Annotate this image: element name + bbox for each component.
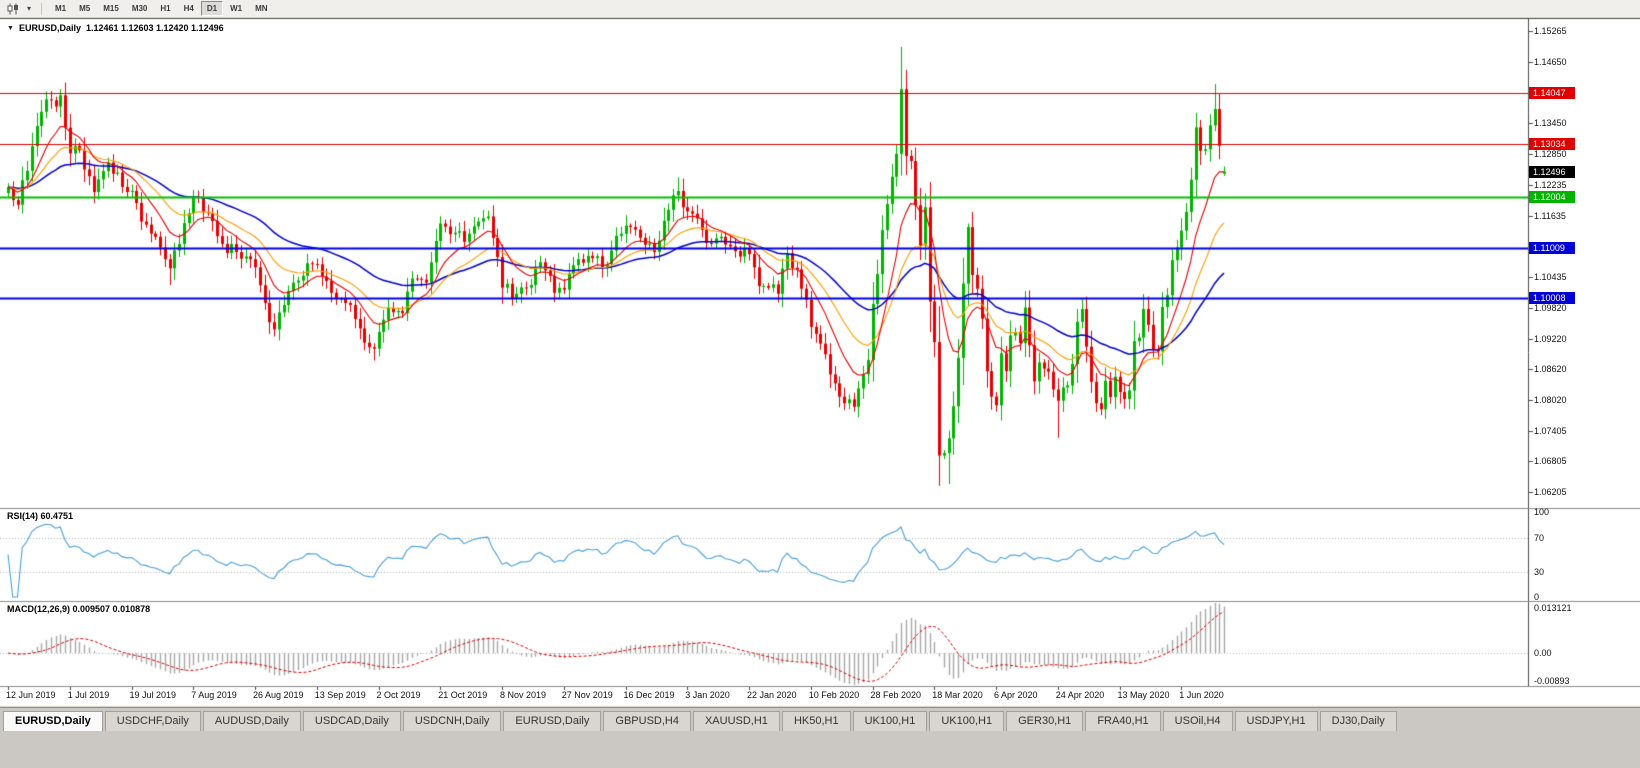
chart-tab-usdchf-daily[interactable]: USDCHF,Daily (104, 711, 201, 731)
date-label: 6 Apr 2020 (994, 690, 1038, 700)
price-tick-label: 1.14650 (1534, 57, 1567, 68)
timeframe-button-m1[interactable]: M1 (55, 4, 67, 13)
date-label: 3 Jan 2020 (685, 690, 730, 700)
timeframe-button-m15[interactable]: M15 (103, 4, 119, 13)
price-tick-label: 1.08020 (1534, 394, 1567, 405)
rsi-indicator-label: RSI(14) 60.4751 (7, 511, 74, 521)
date-label: 26 Aug 2019 (253, 690, 304, 700)
timeframe-group: M1 M5 M15 M30 H1 H4 D1 W1 MN (49, 1, 274, 16)
chart-tab-xauusd-h1[interactable]: XAUUSD,H1 (692, 711, 780, 731)
chart-symbol-label: EURUSD,Daily (18, 23, 81, 33)
price-badge: 1.12496 (1529, 165, 1575, 178)
price-tick-label: 1.09220 (1534, 333, 1567, 344)
chart-tab-audusd-daily[interactable]: AUDUSD,Daily (202, 711, 301, 731)
timeframe-button-mn[interactable]: MN (255, 4, 268, 13)
rsi-level-label: 30 (1534, 566, 1545, 577)
chart-tab-dj30-daily[interactable]: DJ30,Daily (1319, 711, 1397, 731)
chart-tab-fra40-h1[interactable]: FRA40,H1 (1085, 711, 1161, 731)
date-label: 27 Nov 2019 (561, 690, 613, 700)
date-label: 7 Aug 2019 (191, 690, 237, 700)
chart-tab-gbpusd-h4[interactable]: GBPUSD,H4 (603, 711, 691, 731)
chart-type-candlestick-icon[interactable] (4, 2, 22, 16)
price-tick-label: 1.06205 (1534, 486, 1567, 497)
chart-title: ▼ EURUSD,Daily 1.12461 1.12603 1.12420 1… (7, 23, 224, 33)
macd-scale-zero: 0.00 (1534, 648, 1552, 659)
macd-scale-min: -0.00893 (1534, 676, 1570, 686)
price-badge: 1.11009 (1529, 241, 1575, 254)
price-badge: 1.10008 (1529, 292, 1575, 305)
toolbar-separator (41, 2, 42, 15)
chart-tabbar: EURUSD,Daily USDCHF,Daily AUDUSD,Daily USDC… (0, 707, 1640, 768)
chart-tab-eurusd-daily[interactable]: EURUSD,Daily (3, 711, 103, 731)
price-tick-label: 1.06805 (1534, 456, 1567, 467)
date-label: 18 Mar 2020 (932, 690, 983, 700)
date-label: 13 May 2020 (1117, 690, 1170, 700)
timeframe-button-m30[interactable]: M30 (131, 4, 148, 13)
timeframe-button-d1[interactable]: D1 (200, 1, 224, 16)
chart-tab-usoil-h4[interactable]: USOil,H4 (1162, 711, 1233, 731)
rsi-level-label: 0 (1534, 592, 1540, 602)
chart-tab-usdcnh-daily[interactable]: USDCNH,Daily (402, 711, 502, 731)
chart-tab-eurusd-daily[interactable]: EURUSD,Daily (503, 711, 602, 731)
date-label: 1 Jun 2020 (1179, 690, 1224, 700)
date-label: 16 Dec 2019 (623, 690, 675, 700)
price-tick-label: 1.07405 (1534, 425, 1567, 436)
price-tick-label: 1.08620 (1534, 364, 1567, 375)
chart-tab-uk100-h1[interactable]: UK100,H1 (852, 711, 928, 731)
chart-tab-ger30-h1[interactable]: GER30,H1 (1006, 711, 1084, 731)
price-badge: 1.12004 (1529, 190, 1575, 203)
chart-tab-uk100-h1[interactable]: UK100,H1 (929, 711, 1005, 731)
chart-tab-usdcad-daily[interactable]: USDCAD,Daily (302, 711, 401, 731)
chart-type-dropdown-icon[interactable]: ▾ (26, 4, 31, 13)
macd-indicator-label: MACD(12,26,9) 0.009507 0.010878 (7, 604, 151, 614)
chart-ohlc-label: 1.12461 1.12603 1.12420 1.12496 (85, 23, 224, 33)
chart-tab-usdjpy-h1[interactable]: USDJPY,H1 (1234, 711, 1318, 731)
timeframe-button-h4[interactable]: H4 (183, 4, 194, 13)
date-label: 1 Jul 2019 (67, 690, 110, 700)
price-badge: 1.13034 (1529, 138, 1575, 151)
date-label: 21 Oct 2019 (438, 690, 488, 700)
date-label: 28 Feb 2020 (870, 690, 922, 700)
rsi-level-label: 70 (1534, 532, 1545, 543)
date-label: 19 Jul 2019 (129, 690, 177, 700)
price-tick-label: 1.15265 (1534, 25, 1567, 36)
date-label: 22 Jan 2020 (747, 690, 797, 700)
date-label: 10 Feb 2020 (808, 690, 860, 700)
date-label: 13 Sep 2019 (314, 690, 366, 700)
chart-tab-hk50-h1[interactable]: HK50,H1 (781, 711, 851, 731)
date-label: 8 Nov 2019 (500, 690, 547, 700)
timeframe-button-m5[interactable]: M5 (79, 4, 91, 13)
date-label: 2 Oct 2019 (376, 690, 421, 700)
chart-collapse-icon[interactable]: ▼ (7, 24, 14, 32)
timeframe-button-h1[interactable]: H1 (160, 4, 171, 13)
rsi-level-label: 100 (1534, 507, 1550, 517)
price-tick-label: 1.11635 (1534, 210, 1566, 221)
date-label: 24 Apr 2020 (1055, 690, 1105, 700)
price-tick-label: 1.13450 (1534, 118, 1567, 129)
price-tick-label: 1.12235 (1534, 180, 1567, 191)
date-label: 12 Jun 2019 (6, 690, 56, 700)
top-toolbar: ▾ M1 M5 M15 M30 H1 H4 D1 W1 MN (0, 0, 1640, 18)
price-tick-label: 1.09820 (1534, 303, 1567, 314)
macd-scale-max: 0.013121 (1534, 603, 1572, 613)
price-badge: 1.14047 (1529, 86, 1575, 99)
price-tick-label: 1.10435 (1534, 271, 1567, 282)
price-tick-label: 1.12850 (1534, 148, 1567, 159)
timeframe-button-w1[interactable]: W1 (230, 4, 243, 13)
